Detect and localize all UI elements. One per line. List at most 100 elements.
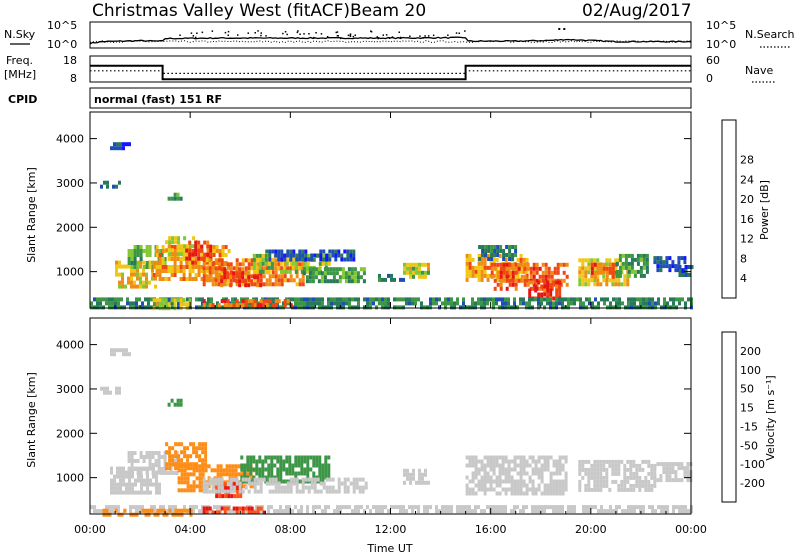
data-cell: [202, 270, 206, 275]
noise-panel: N.Sky 10^5 10^0 10^5 10^0 N.Search: [4, 19, 795, 51]
data-cell: [328, 257, 332, 262]
noise-speck: [286, 33, 288, 36]
data-cell: [246, 459, 250, 464]
data-cell: [211, 510, 215, 515]
data-cell: [270, 471, 274, 476]
data-cell: [653, 474, 657, 479]
data-cell: [352, 489, 356, 494]
data-cell: [596, 467, 600, 472]
data-cell: [197, 273, 201, 277]
data-cell: [678, 505, 681, 510]
data-cell: [183, 468, 187, 473]
data-cell: [186, 244, 190, 249]
data-cell: [493, 253, 497, 257]
data-cell: [327, 475, 331, 480]
data-cell: [390, 505, 393, 510]
data-cell: [139, 471, 143, 475]
data-cell: [429, 505, 432, 510]
data-cell: [483, 479, 487, 484]
data-cell: [360, 505, 363, 510]
data-cell: [593, 274, 597, 279]
data-cell: [318, 455, 322, 460]
data-cell: [338, 279, 342, 284]
data-cell: [113, 482, 116, 487]
data-cell: [252, 257, 256, 262]
data-cell: [642, 505, 645, 510]
data-cell: [593, 487, 597, 492]
data-cell: [337, 489, 341, 494]
data-cell: [300, 297, 303, 302]
data-cell: [384, 505, 387, 510]
data-cell: [145, 249, 149, 253]
data-cell: [468, 487, 472, 492]
data-cell: [289, 489, 293, 494]
data-cell: [343, 489, 347, 494]
data-cell: [158, 261, 162, 265]
noise-speck: [377, 37, 379, 40]
data-cell: [587, 467, 591, 472]
data-cell: [198, 454, 202, 459]
data-cell: [223, 279, 227, 284]
data-cell: [662, 466, 666, 471]
data-cell: [182, 269, 186, 273]
data-cell: [110, 146, 113, 151]
data-cell: [235, 282, 239, 287]
data-cell: [605, 483, 609, 488]
data-cell: [490, 262, 494, 267]
data-cell: [605, 459, 609, 464]
data-cell: [280, 489, 284, 494]
data-cell: [639, 253, 643, 258]
data-cell: [345, 505, 348, 510]
data-cell: [599, 270, 603, 275]
data-cell: [105, 505, 108, 510]
data-cell: [561, 467, 565, 472]
data-cell: [486, 277, 490, 282]
data-cell: [106, 390, 109, 395]
data-cell: [384, 305, 387, 310]
data-cell: [318, 305, 321, 310]
data-cell: [119, 466, 122, 471]
data-cell: [611, 479, 615, 484]
data-cell: [303, 261, 307, 266]
data-cell: [255, 257, 259, 262]
x-axis-label: Time UT: [366, 542, 412, 554]
data-cell: [519, 487, 523, 492]
data-cell: [300, 463, 304, 468]
data-cell: [189, 466, 193, 471]
data-cell: [591, 305, 594, 310]
data-cell: [555, 471, 559, 476]
data-cell: [538, 266, 542, 271]
data-cell: [681, 269, 685, 273]
noise-speck: [320, 33, 323, 35]
data-cell: [282, 459, 286, 464]
data-cell: [348, 305, 351, 310]
data-cell: [273, 297, 276, 302]
data-cell: [567, 505, 570, 510]
data-cell: [288, 505, 291, 510]
data-cell: [130, 455, 134, 459]
data-cell: [211, 489, 215, 494]
data-cell: [133, 249, 137, 253]
data-cell: [250, 303, 254, 308]
data-cell: [578, 467, 582, 472]
data-cell: [668, 478, 672, 483]
data-cell: [546, 491, 550, 496]
data-cell: [171, 458, 175, 463]
data-cell: [671, 260, 675, 265]
data-cell: [271, 477, 275, 482]
data-cell: [312, 505, 315, 510]
freq-unit-label: [MHz]: [4, 68, 36, 81]
data-cell: [513, 491, 517, 496]
data-cell: [528, 297, 531, 302]
data-cell: [277, 274, 281, 279]
data-cell: [659, 256, 663, 261]
data-cell: [648, 301, 651, 306]
data-cell: [531, 487, 535, 492]
data-cell: [495, 455, 499, 460]
data-cell: [226, 271, 230, 276]
data-cell: [587, 278, 591, 283]
data-cell: [617, 282, 621, 287]
data-cell: [148, 463, 152, 467]
data-cell: [352, 477, 356, 482]
data-cell: [173, 261, 177, 265]
